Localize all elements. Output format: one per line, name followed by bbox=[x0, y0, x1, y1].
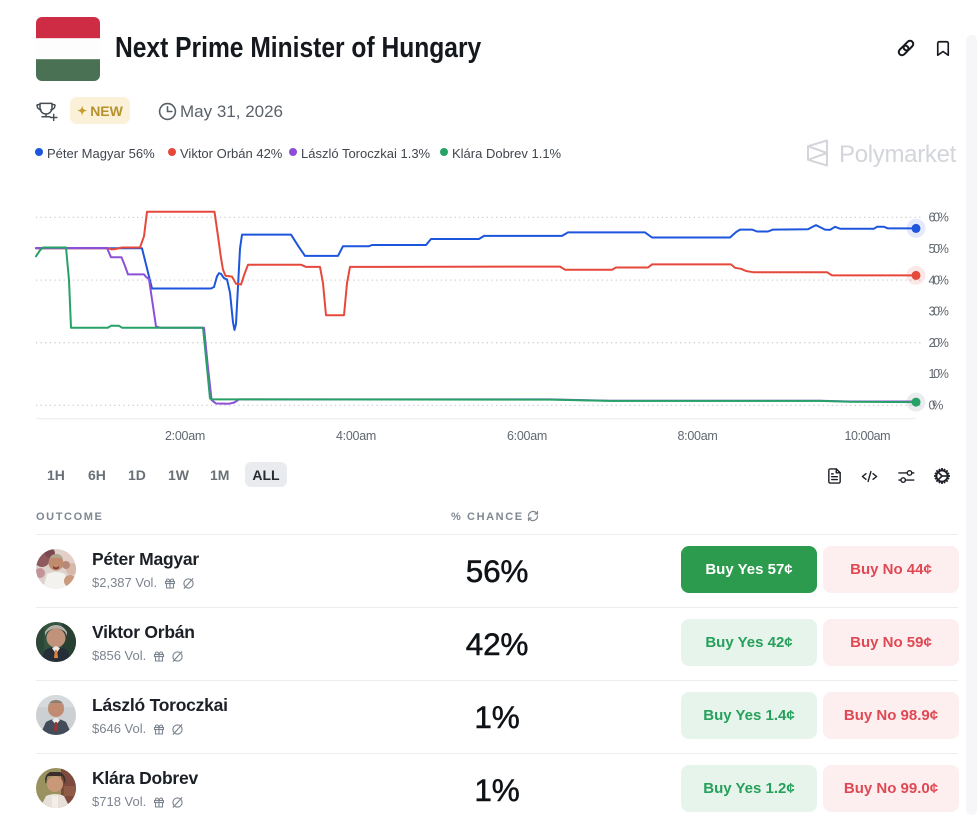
svg-text:50%: 50% bbox=[929, 242, 949, 256]
svg-text:10%: 10% bbox=[929, 367, 949, 381]
svg-text:8:00am: 8:00am bbox=[678, 429, 718, 443]
svg-text:10:00am: 10:00am bbox=[845, 429, 891, 443]
svg-text:60%: 60% bbox=[929, 211, 949, 225]
svg-text:2:00am: 2:00am bbox=[165, 429, 205, 443]
svg-text:0%: 0% bbox=[929, 399, 944, 413]
svg-text:4:00am: 4:00am bbox=[336, 429, 376, 443]
svg-text:20%: 20% bbox=[929, 336, 949, 350]
svg-text:30%: 30% bbox=[929, 305, 949, 319]
svg-text:40%: 40% bbox=[929, 273, 949, 287]
svg-text:6:00am: 6:00am bbox=[507, 429, 547, 443]
